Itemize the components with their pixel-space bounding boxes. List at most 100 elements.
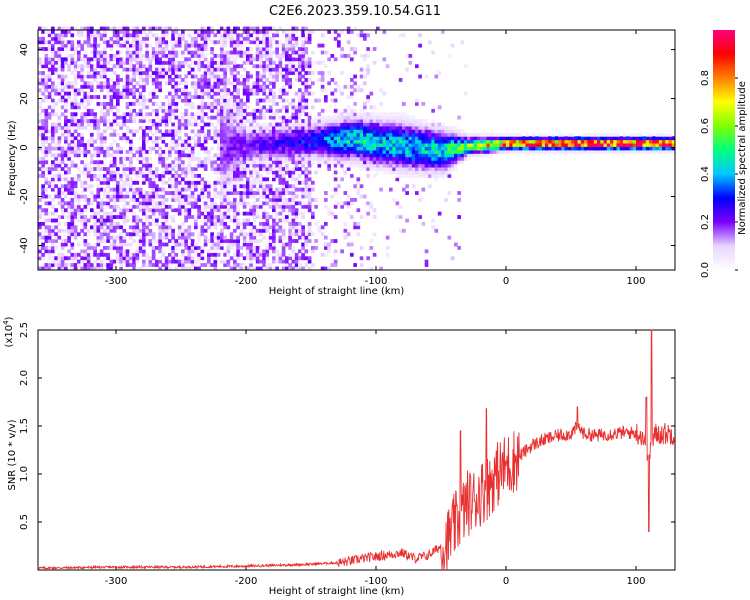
spectrogram-cell bbox=[356, 208, 361, 213]
spectrogram-cell bbox=[80, 259, 84, 264]
spectrogram-cell bbox=[197, 143, 201, 147]
spectrogram-cell bbox=[288, 228, 292, 233]
spectrogram-cell bbox=[70, 102, 75, 106]
spectrogram-cell bbox=[174, 146, 179, 151]
spectrogram-cell bbox=[366, 163, 370, 168]
spectrogram-cell bbox=[369, 156, 374, 161]
spectrogram-cell bbox=[151, 218, 156, 223]
spectrogram-cell bbox=[64, 91, 68, 96]
spectrogram-cell bbox=[148, 198, 153, 202]
spectrogram-cell bbox=[90, 88, 94, 93]
spectrogram-cell bbox=[77, 126, 81, 130]
spectrogram-cell bbox=[38, 126, 42, 130]
spectrogram-cell bbox=[278, 26, 283, 31]
spectrogram-cell bbox=[200, 43, 205, 48]
spectrogram-cell bbox=[73, 177, 78, 182]
spectrogram-cell bbox=[457, 136, 461, 141]
spectrogram-cell bbox=[382, 132, 387, 137]
spectrogram-cell bbox=[470, 143, 474, 147]
spectrogram-cell bbox=[177, 225, 182, 230]
spectrogram-cell bbox=[64, 156, 68, 161]
spectrogram-cell bbox=[103, 71, 107, 75]
spectrogram-cell bbox=[112, 194, 117, 199]
spectrogram-cell bbox=[194, 218, 198, 223]
spectrogram-cell bbox=[229, 184, 234, 189]
spectrogram-cell bbox=[112, 139, 117, 144]
spectrogram-cell bbox=[242, 174, 247, 178]
spectrogram-cell bbox=[262, 211, 266, 216]
spectrogram-cell bbox=[90, 246, 94, 250]
spectrogram-cell bbox=[145, 208, 149, 213]
spectrogram-cell bbox=[333, 156, 338, 161]
spectrogram-cell bbox=[288, 211, 292, 216]
spectrogram-cell bbox=[190, 146, 195, 151]
spectrogram-cell bbox=[80, 112, 84, 117]
spectrogram-cell bbox=[262, 201, 266, 206]
spectrogram-cell bbox=[359, 74, 364, 79]
spectrogram-cell bbox=[268, 67, 273, 72]
spectrogram-cell bbox=[125, 194, 130, 199]
spectrogram-cell bbox=[372, 143, 377, 147]
spectrogram-cell bbox=[148, 126, 153, 130]
spectrogram-cell bbox=[281, 43, 286, 48]
spectrogram-cell bbox=[268, 239, 273, 243]
spectrogram-cell bbox=[57, 252, 62, 257]
spectrogram-cell bbox=[389, 163, 393, 168]
spectrogram-cell bbox=[125, 256, 130, 261]
spectrogram-cell bbox=[109, 132, 114, 137]
spectrogram-cell bbox=[60, 98, 65, 103]
spectrogram-cell bbox=[70, 252, 75, 257]
spectrogram-cell bbox=[138, 67, 143, 72]
spectrogram-cell bbox=[220, 26, 224, 31]
spectrogram-cell bbox=[200, 252, 205, 257]
spectrogram-cell bbox=[96, 211, 101, 216]
spectrogram-cell bbox=[304, 81, 309, 86]
spectrogram-cell bbox=[44, 153, 49, 158]
spectrogram-cell bbox=[155, 60, 159, 65]
spectrogram-cell bbox=[255, 187, 260, 192]
spectrogram-cell bbox=[431, 153, 435, 158]
spectrogram-cell bbox=[346, 122, 351, 127]
spectrogram-cell bbox=[138, 50, 143, 55]
spectrogram-cell bbox=[44, 54, 49, 58]
spectrogram-cell bbox=[301, 43, 305, 48]
spectrogram-cell bbox=[272, 67, 276, 72]
spectrogram-cell bbox=[223, 156, 227, 161]
spectrogram-cell bbox=[135, 71, 140, 75]
spectrogram-cell bbox=[447, 54, 452, 58]
spectrogram-cell bbox=[307, 115, 312, 120]
spectrogram-cell bbox=[226, 198, 231, 202]
spectrogram-cell bbox=[268, 242, 273, 247]
spectrogram-cell bbox=[129, 67, 133, 72]
spectrogram-cell bbox=[298, 146, 302, 151]
spectrogram-cell bbox=[138, 204, 143, 209]
spectrogram-cell bbox=[57, 256, 62, 261]
spectrogram-cell bbox=[93, 30, 97, 34]
spectrogram-cell bbox=[275, 187, 279, 192]
spectrogram-cell bbox=[142, 119, 146, 123]
spectrogram-cell bbox=[90, 81, 94, 86]
spectrogram-cell bbox=[54, 225, 58, 230]
spectrogram-cell bbox=[460, 139, 465, 144]
spectrogram-cell bbox=[353, 26, 357, 31]
spectrogram-cell bbox=[467, 139, 471, 144]
spectrogram-cell bbox=[41, 47, 45, 51]
spectrogram-cell bbox=[190, 129, 195, 134]
spectrogram-cell bbox=[184, 218, 188, 223]
spectrogram-cell bbox=[301, 180, 305, 185]
spectrogram-cell bbox=[158, 88, 162, 93]
spectrogram-cell bbox=[346, 232, 351, 237]
spectrogram-cell bbox=[125, 136, 130, 141]
spectrogram-cell bbox=[116, 64, 120, 69]
spectrogram-cell bbox=[184, 84, 188, 89]
spectrogram-cell bbox=[138, 170, 143, 175]
spectrogram-cell bbox=[265, 146, 270, 151]
spectrogram-cell bbox=[83, 81, 88, 86]
spectrogram-cell bbox=[278, 211, 283, 216]
spectrogram-cell bbox=[155, 102, 159, 106]
spectrogram-cell bbox=[291, 184, 296, 189]
spectrogram-cell bbox=[330, 263, 335, 267]
spectrogram-cell bbox=[174, 129, 179, 134]
spectrogram-cell bbox=[122, 174, 127, 178]
spectrogram-cell bbox=[418, 174, 422, 178]
